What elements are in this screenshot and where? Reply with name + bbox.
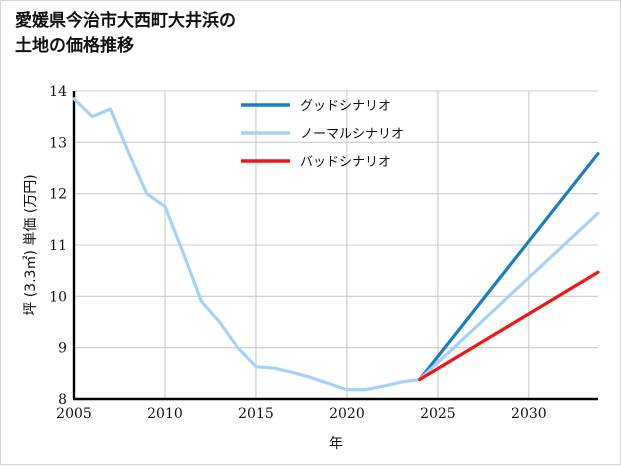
chart-title-line-2: 土地の価格推移 xyxy=(15,36,134,56)
series-line-実績 xyxy=(72,97,422,392)
y-tick-label: 13 xyxy=(49,135,67,151)
chart-title-line-1: 愛媛県今治市大西町大井浜の xyxy=(15,11,236,31)
y-axis-label: 坪 (3.3㎡) 単価 (万円) xyxy=(23,174,39,315)
x-tick-label: 2020 xyxy=(329,406,365,422)
legend-label-グッドシナリオ: グッドシナリオ xyxy=(300,99,391,114)
y-tick-label: 11 xyxy=(49,238,67,254)
x-axis-tick-labels: 2005 2010 2015 2020 2025 2030 xyxy=(56,406,547,422)
x-axis-label: 年 xyxy=(329,436,343,452)
x-tick-label: 2005 xyxy=(56,406,92,422)
legend-label-ノーマルシナリオ: ノーマルシナリオ xyxy=(300,127,404,142)
page-title: 愛媛県今治市大西町大井浜の 土地の価格推移 xyxy=(15,9,535,59)
x-tick-label: 2025 xyxy=(420,406,456,422)
series-line-ノーマルシナリオ xyxy=(418,211,600,382)
legend-label-バッドシナリオ: バッドシナリオ xyxy=(300,155,391,170)
series-lines xyxy=(72,97,600,392)
y-tick-label: 10 xyxy=(49,289,67,305)
x-tick-label: 2015 xyxy=(238,406,274,422)
x-tick-label: 2010 xyxy=(147,406,183,422)
y-tick-label: 8 xyxy=(58,392,67,408)
y-axis-tick-labels: 8 9 10 11 12 13 14 xyxy=(49,84,67,408)
x-tick-label: 2030 xyxy=(511,406,547,422)
plot-axes xyxy=(72,91,598,401)
series-line-バッドシナリオ xyxy=(418,270,600,382)
series-line-グッドシナリオ xyxy=(418,152,600,382)
y-tick-label: 12 xyxy=(49,187,67,203)
y-tick-label: 14 xyxy=(49,84,67,100)
y-tick-label: 9 xyxy=(58,341,67,357)
